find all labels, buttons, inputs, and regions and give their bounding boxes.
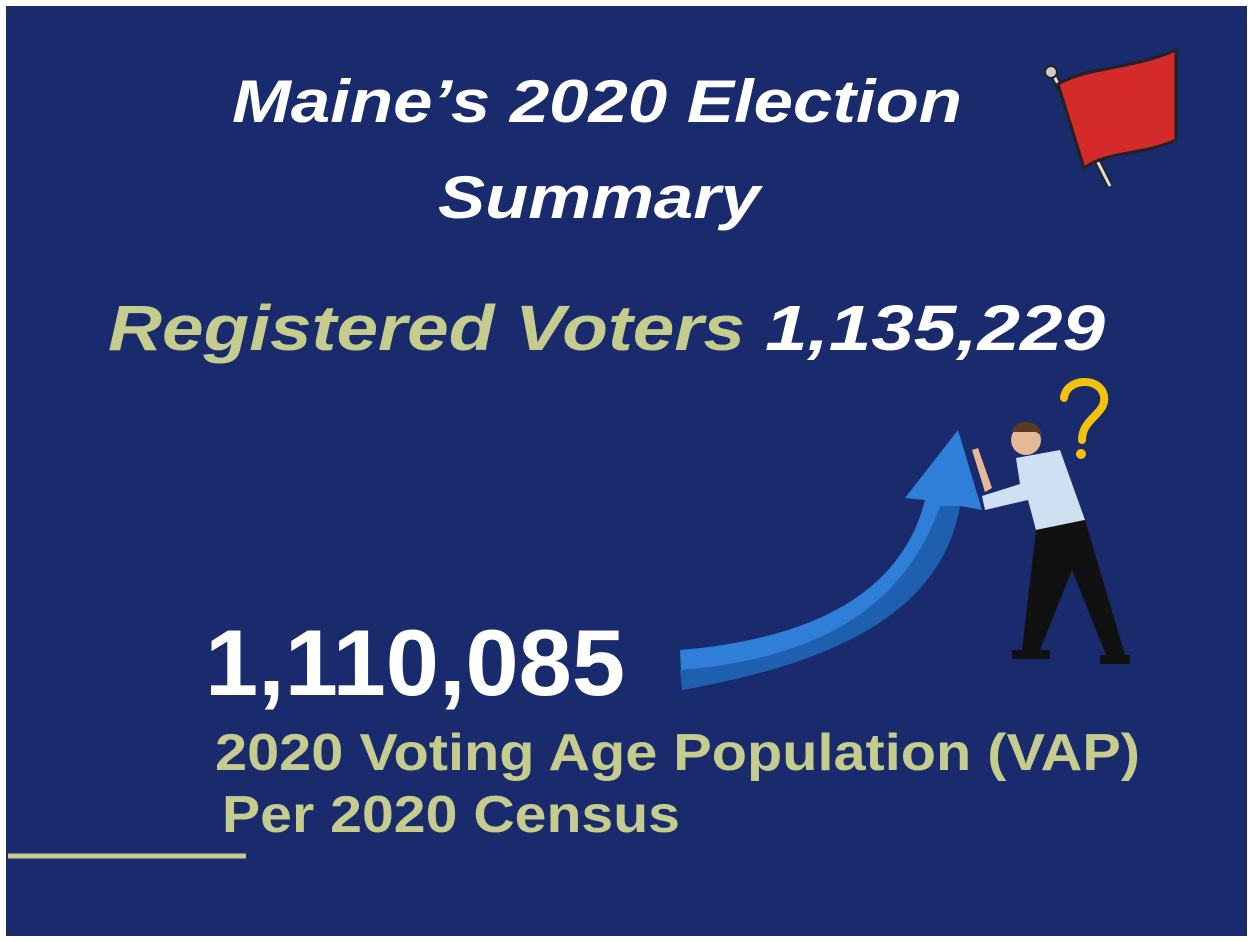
- vap-label: Per 2020 Census: [222, 786, 680, 844]
- question-icon: [1076, 449, 1086, 459]
- registered-number: 1,135,229: [765, 292, 1105, 364]
- registered-label: Registered Voters: [108, 292, 745, 364]
- page: Maine’s 2020 Election Summary Registered…: [0, 0, 1253, 942]
- title-line: Maine’s 2020 Election: [232, 68, 962, 135]
- vap-number: 1,110,085: [205, 610, 625, 715]
- infographic: Maine’s 2020 Election Summary Registered…: [0, 0, 1253, 942]
- title-line: Summary: [438, 164, 763, 231]
- vap-label: 2020 Voting Age Population (VAP): [215, 724, 1140, 782]
